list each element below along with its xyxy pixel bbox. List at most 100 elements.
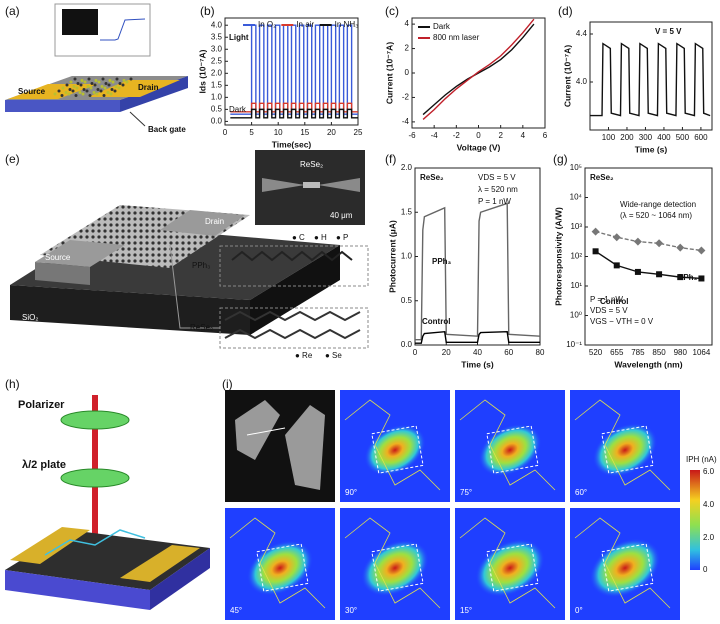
- plot-frame: [589, 21, 713, 131]
- annotation: Light: [229, 33, 249, 42]
- atom: [93, 83, 97, 87]
- panel-label: (f): [385, 152, 396, 166]
- y-tick-label: 10¹: [570, 281, 582, 290]
- y-tick-label: 10⁴: [570, 193, 583, 202]
- atom: [73, 77, 77, 81]
- schematic-label: ● Re: [295, 351, 313, 360]
- schematic-label: P⁺⁺ Si (Gate): [22, 325, 70, 334]
- atom: [104, 82, 108, 85]
- y-tick-label: 1.5: [401, 207, 413, 216]
- annotation: VDS = 5 V: [478, 173, 516, 182]
- x-tick-label: 6: [543, 131, 548, 140]
- annotation: Dark: [229, 105, 247, 114]
- marker: [677, 274, 684, 281]
- atom: [86, 85, 90, 88]
- atom: [92, 91, 96, 94]
- series-line: [595, 230, 702, 252]
- series-line: [422, 18, 535, 120]
- atom: [115, 77, 119, 81]
- angle-label: 60°: [575, 488, 587, 497]
- y-axis-label: Photoresponsivity (A/W): [553, 207, 563, 306]
- hot-spot: [475, 539, 545, 597]
- artwork-a: [5, 3, 188, 127]
- y-tick-label: -4: [402, 117, 410, 126]
- y-tick-label: 1.5: [211, 80, 223, 89]
- annotation: ReSe₂: [590, 173, 614, 182]
- x-tick-label: 1064: [693, 348, 711, 357]
- atom: [57, 89, 61, 93]
- y-tick-label: 10⁵: [570, 163, 582, 172]
- series-line: [590, 42, 711, 117]
- marker: [655, 239, 664, 248]
- marker: [656, 271, 663, 278]
- atom: [118, 82, 122, 85]
- atom: [114, 85, 118, 88]
- angle-label: 15°: [460, 606, 472, 615]
- y-axis-label: Ids (10⁻⁷A): [197, 49, 207, 93]
- y-tick-label: 4: [405, 19, 410, 28]
- legend-label: In NH₃: [335, 20, 359, 29]
- x-tick-label: 785: [631, 348, 645, 357]
- atom: [82, 88, 86, 91]
- atom: [69, 80, 73, 84]
- panel-label: (c): [385, 4, 399, 18]
- schematic-label: PPh₃: [192, 261, 210, 270]
- x-tick-label: 0: [223, 128, 228, 137]
- electrode-outline: [574, 399, 671, 491]
- atom: [83, 80, 87, 84]
- x-tick-label: 850: [652, 348, 666, 357]
- electrode: [235, 400, 280, 460]
- colorbar: [690, 470, 700, 570]
- plot-frame: [224, 17, 359, 126]
- x-axis-label: Wavelength (nm): [614, 359, 682, 369]
- x-axis-label: Voltage (V): [457, 142, 501, 152]
- atom: [80, 79, 84, 82]
- atom: [95, 92, 99, 96]
- channel-box: [486, 425, 539, 474]
- panel-label: (i): [222, 377, 233, 391]
- schematic-label: 40 μm: [330, 211, 353, 220]
- atom: [122, 79, 126, 82]
- atom: [103, 86, 107, 90]
- series-line: [415, 202, 541, 341]
- marker: [613, 262, 620, 269]
- atom: [129, 77, 133, 81]
- y-tick-label: 0.5: [211, 104, 223, 113]
- x-tick-label: -2: [453, 131, 461, 140]
- angle-label: 45°: [230, 606, 242, 615]
- marker: [592, 248, 599, 255]
- colorbar-tick: 4.0: [703, 500, 715, 509]
- channel-box: [601, 543, 654, 592]
- hot-spot: [364, 424, 426, 476]
- legend-label: 800 nm laser: [433, 33, 480, 42]
- y-tick-label: 2.0: [211, 68, 223, 77]
- channel-box: [371, 425, 424, 474]
- x-axis-label: Time(sec): [272, 139, 312, 149]
- artwork-e: [10, 150, 369, 349]
- schematic-label: ● H: [314, 233, 327, 242]
- x-tick-label: 0: [413, 348, 418, 357]
- legend-label: Dark: [433, 22, 451, 31]
- colorbar-tick: 2.0: [703, 533, 715, 542]
- atom: [64, 91, 68, 94]
- atom: [61, 86, 65, 90]
- atom: [60, 94, 64, 97]
- channel-box: [371, 543, 424, 592]
- atom: [97, 80, 101, 84]
- channel-box: [486, 543, 539, 592]
- y-tick-label: 10⁰: [570, 311, 582, 320]
- atom: [108, 79, 112, 82]
- optic-label: λ/2 plate: [22, 459, 66, 471]
- atom: [78, 91, 82, 94]
- marker: [697, 246, 706, 255]
- device-label: Back gate: [148, 125, 186, 134]
- y-tick-label: 0.5: [401, 296, 413, 305]
- x-tick-label: 200: [620, 133, 634, 142]
- schematic-label: SiO₂: [22, 313, 38, 322]
- schematic-label: Source: [45, 253, 71, 262]
- x-tick-label: 5: [249, 128, 254, 137]
- legend-label: In air: [296, 20, 314, 29]
- panel-label: (b): [200, 4, 215, 18]
- series-label: Control: [600, 297, 628, 306]
